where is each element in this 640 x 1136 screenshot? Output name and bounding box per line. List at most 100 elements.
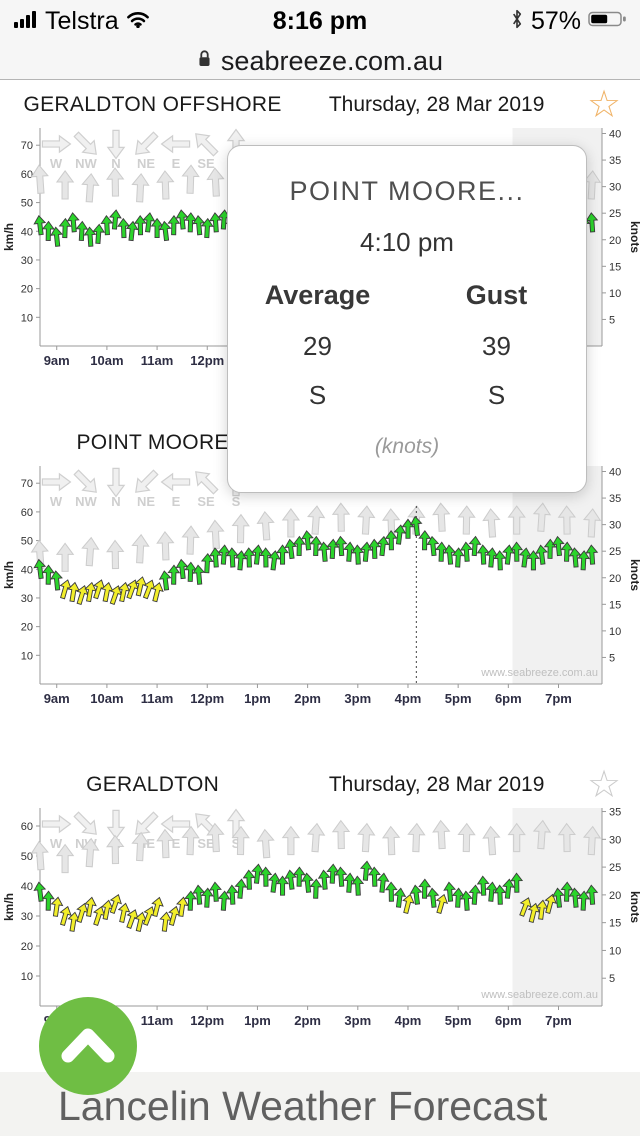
favorite-star-icon[interactable]: ☆ <box>586 84 622 126</box>
svg-text:10: 10 <box>609 945 621 957</box>
svg-text:10: 10 <box>21 312 33 324</box>
svg-text:4pm: 4pm <box>395 1013 422 1028</box>
svg-text:25: 25 <box>609 208 621 220</box>
svg-text:knots: knots <box>628 891 640 923</box>
svg-text:15: 15 <box>609 918 621 930</box>
svg-text:40: 40 <box>609 467 621 479</box>
popup-average-value: 29 <box>303 331 332 361</box>
svg-text:20: 20 <box>609 235 621 247</box>
wifi-icon <box>126 10 150 33</box>
svg-text:40: 40 <box>21 226 33 238</box>
svg-text:70: 70 <box>21 478 33 490</box>
chart-date: Thursday, 28 Mar 2019 <box>328 773 545 796</box>
svg-text:5: 5 <box>609 314 615 326</box>
svg-text:12pm: 12pm <box>190 353 224 368</box>
svg-text:30: 30 <box>21 255 33 267</box>
svg-text:E: E <box>172 494 181 509</box>
svg-text:25: 25 <box>609 862 621 874</box>
popup-average-direction: S <box>308 380 327 410</box>
svg-text:6pm: 6pm <box>495 1013 522 1028</box>
chart-section-geraldton: GERALDTON Thursday, 28 Mar 2019 ☆ 10 20 30… <box>0 764 640 1034</box>
svg-text:35: 35 <box>609 155 621 167</box>
svg-text:2pm: 2pm <box>294 1013 321 1028</box>
svg-text:25: 25 <box>609 546 621 558</box>
svg-text:2pm: 2pm <box>294 691 321 706</box>
favorite-star-icon[interactable]: ☆ <box>586 764 622 806</box>
svg-text:15: 15 <box>609 261 621 273</box>
svg-text:www.seabreeze.com.au: www.seabreeze.com.au <box>480 989 598 1001</box>
clock-label: 8:16 pm <box>272 7 368 35</box>
svg-text:10am: 10am <box>90 691 123 706</box>
popup-gust-value: 39 <box>482 331 511 361</box>
svg-text:10: 10 <box>21 971 33 983</box>
browser-header: Telstra 8:16 pm 57% <box>0 0 640 80</box>
chevron-up-icon <box>39 1028 137 1099</box>
svg-text:11am: 11am <box>141 691 174 706</box>
svg-text:30: 30 <box>21 911 33 923</box>
svg-text:W: W <box>50 836 63 851</box>
carrier-label: Telstra <box>45 7 119 35</box>
chart-head: POINT MOORE <box>0 426 640 460</box>
svg-text:3pm: 3pm <box>344 691 371 706</box>
svg-text:60: 60 <box>21 821 33 833</box>
svg-text:30: 30 <box>609 834 621 846</box>
svg-text:N: N <box>111 494 120 509</box>
svg-text:10: 10 <box>609 288 621 300</box>
popup-time: 4:10 pm <box>360 227 454 257</box>
battery-icon <box>588 9 628 34</box>
svg-text:1pm: 1pm <box>244 691 271 706</box>
svg-text:10am: 10am <box>90 353 123 368</box>
svg-text:W: W <box>50 494 63 509</box>
svg-text:40: 40 <box>21 881 33 893</box>
wind-chart-point-moore[interactable]: 10 20 30 40 50 60 70 5 10 15 20 25 30 35 40 km/h knots 9a… <box>0 460 640 712</box>
battery-percent-label: 57% <box>530 7 581 35</box>
svg-text:W: W <box>50 156 63 171</box>
chart-title: GERALDTON <box>86 773 220 796</box>
svg-text:20: 20 <box>21 284 33 296</box>
popup-gust-direction: S <box>487 380 506 410</box>
svg-text:1pm: 1pm <box>244 1013 271 1028</box>
svg-text:5: 5 <box>609 652 615 664</box>
svg-text:50: 50 <box>21 198 33 210</box>
svg-text:SE: SE <box>197 836 215 851</box>
popup-gust-label: Gust <box>465 280 528 310</box>
svg-text:S: S <box>232 836 241 851</box>
lock-icon <box>197 48 212 74</box>
svg-text:10: 10 <box>609 626 621 638</box>
cell-signal-icon <box>14 10 38 33</box>
svg-text:5: 5 <box>609 973 615 985</box>
svg-text:km/h: km/h <box>2 561 16 589</box>
svg-text:SE: SE <box>197 156 215 171</box>
svg-text:11am: 11am <box>141 353 174 368</box>
svg-text:5pm: 5pm <box>445 1013 472 1028</box>
scroll-to-top-button[interactable] <box>39 997 137 1095</box>
url-bar[interactable]: seabreeze.com.au <box>0 42 640 80</box>
svg-text:N: N <box>111 156 120 171</box>
svg-text:20: 20 <box>21 941 33 953</box>
chart-head: GERALDTON Thursday, 28 Mar 2019 ☆ <box>0 764 640 806</box>
svg-text:3pm: 3pm <box>344 1013 371 1028</box>
wind-chart-geraldton[interactable]: 1020304050605101520253035km/hknots9am10a… <box>0 802 640 1034</box>
svg-text:20: 20 <box>21 622 33 634</box>
svg-text:10: 10 <box>21 650 33 662</box>
svg-text:5pm: 5pm <box>445 691 472 706</box>
svg-text:4pm: 4pm <box>395 691 422 706</box>
svg-text:NE: NE <box>137 156 155 171</box>
svg-text:E: E <box>172 836 181 851</box>
popup-average-label: Average <box>264 280 371 310</box>
bluetooth-icon <box>510 8 524 35</box>
svg-text:50: 50 <box>21 536 33 548</box>
svg-text:30: 30 <box>21 593 33 605</box>
svg-text:35: 35 <box>609 807 621 819</box>
chart-section-point-moore: POINT MOORE 10 20 30 40 50 60 70 5 10 15 20 25 30 35 4… <box>0 426 640 712</box>
chart-date: Thursday, 28 Mar 2019 <box>328 93 545 116</box>
svg-text:7pm: 7pm <box>545 691 572 706</box>
svg-text:S: S <box>232 494 241 509</box>
svg-text:60: 60 <box>21 169 33 181</box>
svg-text:NE: NE <box>137 494 155 509</box>
svg-text:60: 60 <box>21 507 33 519</box>
svg-text:knots: knots <box>628 559 640 591</box>
svg-text:70: 70 <box>21 140 33 152</box>
chart-title: GERALDTON OFFSHORE <box>23 93 282 116</box>
svg-text:50: 50 <box>21 851 33 863</box>
